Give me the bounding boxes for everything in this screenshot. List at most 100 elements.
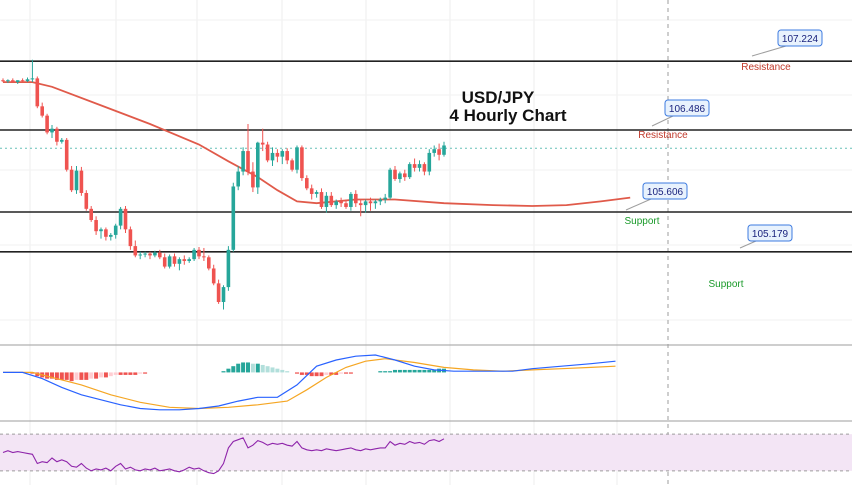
candle-body (422, 164, 427, 172)
macd-histogram-bar (260, 364, 265, 373)
macd-histogram-bar (64, 372, 69, 380)
macd-histogram-bar (143, 372, 148, 374)
macd-histogram-bar (295, 372, 299, 374)
candle-body (172, 256, 177, 264)
candle-body (11, 80, 15, 83)
candle-body (319, 192, 324, 207)
candle-body (84, 192, 89, 209)
macd-panel (0, 344, 852, 422)
candle-body (192, 249, 196, 260)
macd-histogram-bar (250, 363, 255, 373)
macd-histogram-bar (314, 372, 319, 377)
macd-histogram-bar (422, 369, 427, 373)
candle-body (241, 151, 245, 172)
macd-histogram-bar (123, 372, 128, 375)
macd-histogram-bar (334, 372, 339, 375)
macd-histogram-bar (45, 372, 50, 379)
macd-histogram-bar (427, 369, 432, 373)
macd-histogram-bar (329, 372, 334, 375)
macd-histogram-bar (402, 369, 407, 373)
macd-histogram-bar (50, 372, 54, 379)
candle-body (275, 152, 280, 157)
price-callout-label: 107.224 (782, 34, 819, 45)
candle-body (148, 253, 152, 256)
candle-body (74, 170, 79, 191)
candle-body (305, 178, 309, 189)
price-callout-label: 105.606 (647, 187, 684, 198)
ma-line (3, 81, 631, 207)
candle-body (260, 142, 265, 145)
price-callout (642, 182, 688, 200)
candle-body (295, 147, 299, 170)
callout-pointer (739, 240, 757, 249)
macd-histogram-bar (412, 369, 417, 373)
macd-histogram-bar (118, 372, 123, 375)
candle-body (143, 253, 147, 255)
candle-body (177, 259, 182, 264)
macd-histogram-bar (388, 371, 393, 373)
candle-body (417, 164, 422, 168)
macd-histogram-bar (319, 372, 324, 377)
chart-title-line2: 4 Hourly Chart (449, 106, 566, 125)
annotations: 107.224 Resistance 106.486 Resistance 105.60… (624, 29, 823, 290)
candle-body (270, 152, 275, 161)
macd-histogram-bar (383, 371, 388, 373)
moving-average (3, 81, 631, 207)
support-label: Support (624, 216, 659, 227)
price-callout-label: 106.486 (669, 104, 706, 115)
candle-body (216, 283, 221, 303)
candle-body (69, 169, 74, 191)
candle-body (334, 201, 338, 206)
candle-body (368, 201, 373, 204)
macd-histogram-bar (226, 368, 231, 373)
candle-body (354, 193, 358, 204)
candle-body (407, 164, 412, 178)
candle-body (329, 195, 334, 206)
candle-body (251, 171, 255, 188)
macd-histogram-bar (138, 372, 143, 374)
candle-body (25, 79, 30, 82)
macd-histogram-bar (74, 372, 79, 380)
macd-signal-line (3, 358, 616, 410)
macd-histogram-bar (432, 369, 437, 373)
candle-body (104, 229, 108, 237)
macd-histogram-bar (221, 371, 226, 373)
candle-body (1, 80, 5, 82)
macd-histogram-bar (417, 369, 422, 373)
macd-histogram-bar (299, 372, 304, 375)
resistance-label: Resistance (638, 130, 688, 141)
candle-body (94, 220, 98, 232)
support-label: Support (708, 279, 743, 290)
candle-body (363, 201, 368, 206)
candle-body (349, 193, 353, 207)
candle-body (344, 203, 348, 207)
macd-histogram-bar (324, 372, 329, 375)
candle-body (153, 252, 157, 256)
candle-body (211, 268, 216, 284)
macd-histogram-bar (59, 372, 64, 380)
macd-histogram-bar (113, 372, 118, 375)
candle-body (226, 249, 231, 288)
candle-body (300, 147, 304, 179)
candle-body (162, 257, 167, 267)
price-callout-label: 105.179 (752, 229, 789, 240)
candle-body (388, 169, 392, 198)
candle-body (60, 139, 64, 142)
candle-body (207, 257, 211, 269)
candle-body (398, 173, 402, 180)
macd-histogram-bar (103, 372, 108, 378)
candle-body (432, 149, 436, 153)
candle-body (197, 249, 201, 257)
candle-body (158, 252, 162, 258)
candle-body (437, 149, 441, 155)
candle-body (15, 80, 20, 83)
candle-body (378, 199, 383, 202)
callout-pointer (651, 115, 674, 127)
rsi-panel (0, 433, 852, 475)
candle-body (187, 259, 191, 262)
candle-body (427, 152, 432, 172)
macd-histogram-bar (255, 363, 260, 373)
